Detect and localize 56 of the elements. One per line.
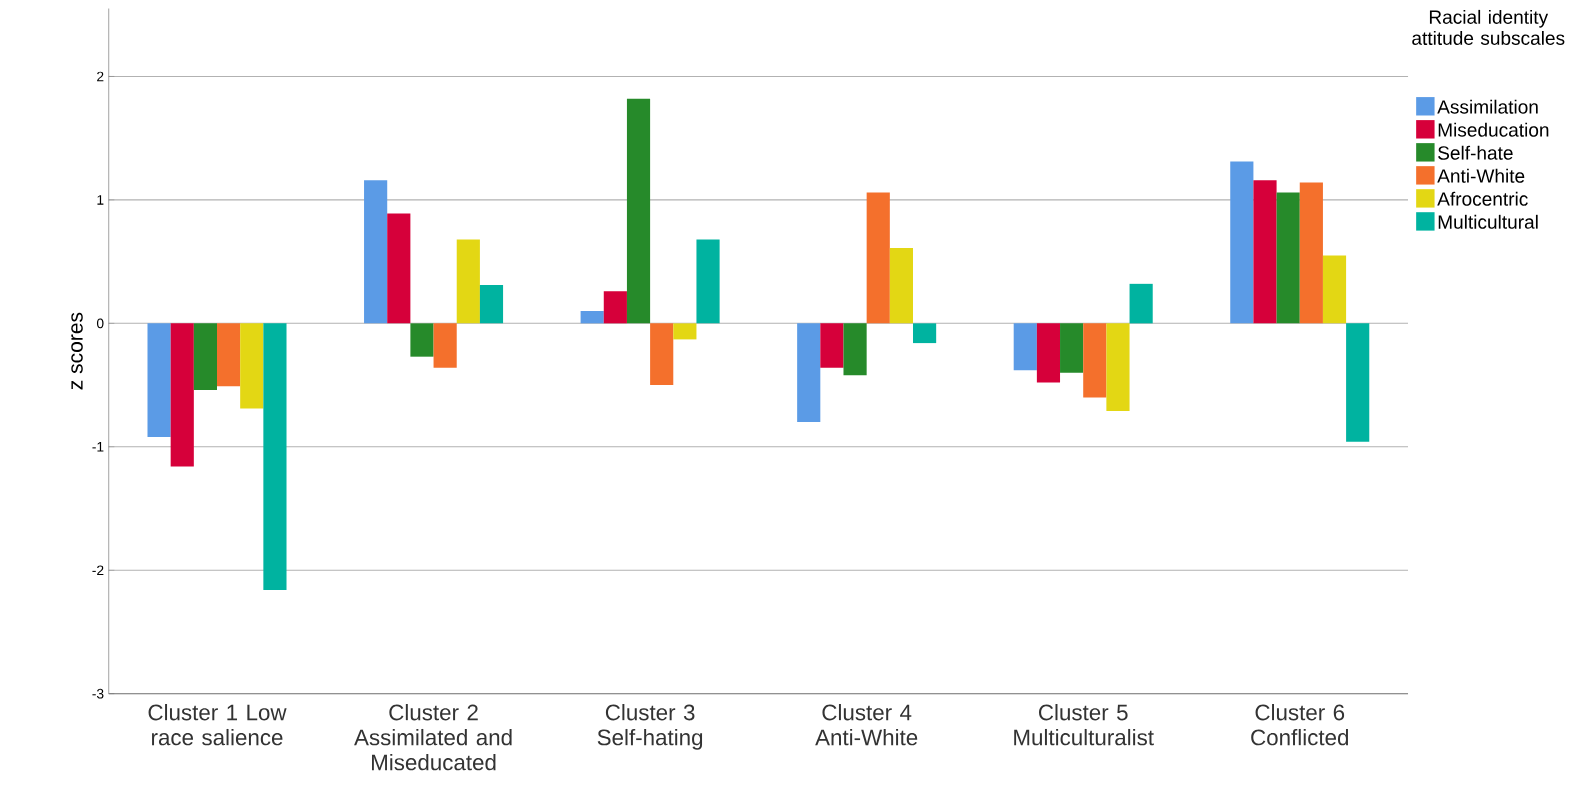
bar — [147, 323, 171, 437]
bar — [673, 323, 697, 340]
bar — [387, 213, 411, 324]
bar — [843, 323, 867, 376]
bar — [650, 323, 674, 385]
y-tick-label: -2 — [92, 565, 104, 575]
x-tick-label: Cluster 5 Multiculturalist — [1014, 703, 1154, 746]
bar — [410, 323, 434, 357]
y-axis-title: z scores — [71, 312, 83, 390]
bar — [797, 323, 821, 422]
bar — [1299, 182, 1323, 324]
legend-label: Anti-White — [1437, 168, 1525, 183]
bar — [1253, 180, 1277, 324]
x-tick-label: Cluster 3 Self-hating — [597, 703, 703, 750]
bar — [889, 247, 913, 324]
y-tick-label: 0 — [96, 318, 104, 329]
bar — [626, 98, 651, 324]
legend-label: Miseducation — [1438, 122, 1549, 137]
bar — [1230, 161, 1254, 324]
bar — [1346, 323, 1370, 442]
legend-label: Afrocentric — [1437, 191, 1528, 206]
bar — [1322, 255, 1347, 324]
bar — [217, 323, 241, 387]
legend-label: Multicultural — [1438, 214, 1538, 229]
bar — [193, 323, 218, 390]
bar — [696, 239, 720, 324]
x-tick-label: Cluster 1 Low race salience — [148, 703, 287, 746]
x-tick-label: Cluster 2 Assimilated and Miseducated — [354, 703, 512, 771]
bar — [263, 323, 287, 590]
bar — [240, 323, 264, 409]
bar — [913, 323, 937, 343]
bar — [170, 323, 194, 467]
y-tick-label: -3 — [92, 688, 104, 699]
bar — [1129, 283, 1153, 324]
x-tick-label: Cluster 6 Conflicted — [1251, 703, 1349, 746]
x-tick-label: Cluster 4 Anti-White — [815, 703, 918, 746]
bar — [479, 284, 504, 324]
y-tick-label: 2 — [97, 71, 104, 82]
bar — [1060, 323, 1084, 373]
bar — [820, 323, 844, 368]
bar — [1083, 323, 1107, 398]
bar — [433, 323, 457, 368]
bar — [1106, 323, 1130, 411]
bar — [1013, 323, 1037, 371]
bar — [456, 239, 480, 324]
bar — [580, 310, 604, 324]
bar — [603, 291, 627, 324]
legend-label: Assimilation — [1437, 99, 1538, 114]
bar — [1036, 323, 1061, 383]
legend-title: Racial identity attitude subscales — [1412, 9, 1565, 45]
bar — [866, 192, 890, 324]
y-tick-label: 1 — [97, 195, 104, 205]
bar — [364, 180, 388, 324]
y-tick-label: -1 — [92, 441, 104, 452]
legend-label: Self-hate — [1438, 145, 1513, 160]
bar — [1276, 192, 1300, 324]
